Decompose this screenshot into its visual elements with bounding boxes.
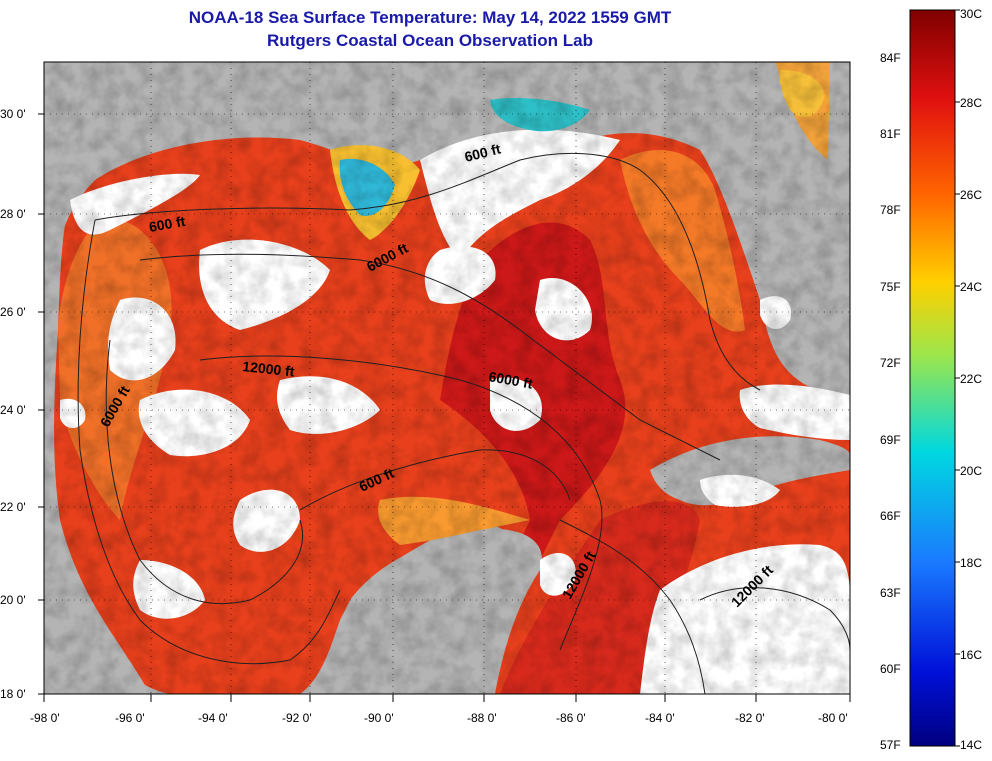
fahrenheit-label: 66F <box>880 509 901 523</box>
lat-label: 22 0' <box>0 500 26 514</box>
lat-label: 28 0' <box>0 207 26 221</box>
fahrenheit-label: 81F <box>880 127 901 141</box>
lat-label: 18 0' <box>0 687 26 701</box>
lat-label: 24 0' <box>0 403 26 417</box>
lon-label: -92 0' <box>282 711 312 725</box>
lon-label: -94 0' <box>198 711 228 725</box>
celsius-label: 20C <box>960 464 982 478</box>
contour-label-12000-center: 12000 ft <box>242 358 296 379</box>
lat-lon-grid <box>44 62 850 694</box>
fahrenheit-label: 57F <box>880 738 901 752</box>
lat-label: 20 0' <box>0 593 26 607</box>
lat-label: 30 0' <box>0 107 26 121</box>
lon-label: -96 0' <box>115 711 145 725</box>
lon-label: -80 0' <box>818 711 848 725</box>
fahrenheit-label: 60F <box>880 662 901 676</box>
map-subtitle: Rutgers Coastal Ocean Observation Lab <box>267 31 593 50</box>
fahrenheit-label: 63F <box>880 586 901 600</box>
axis-ticks <box>38 113 851 702</box>
celsius-label: 28C <box>960 96 982 110</box>
lat-label: 26 0' <box>0 305 26 319</box>
map-frame <box>43 61 851 695</box>
celsius-label: 14C <box>960 738 982 752</box>
celsius-label: 16C <box>960 648 982 662</box>
lon-label: -90 0' <box>364 711 394 725</box>
celsius-label: 24C <box>960 280 982 294</box>
color-scale-ticks <box>955 9 960 747</box>
contour-label-6000-east: 6000 ft <box>487 368 534 392</box>
color-scale-bar <box>909 9 956 747</box>
lon-label: -98 0' <box>30 711 60 725</box>
fahrenheit-label: 75F <box>880 280 901 294</box>
lon-label: -82 0' <box>735 711 765 725</box>
fahrenheit-label: 84F <box>880 51 901 65</box>
contour-label-600-west: 600 ft <box>148 213 187 235</box>
lon-label: -86 0' <box>556 711 586 725</box>
speckle-texture <box>44 62 850 694</box>
lon-label: -84 0' <box>645 711 675 725</box>
celsius-label: 26C <box>960 188 982 202</box>
celsius-label: 30C <box>960 7 982 21</box>
fahrenheit-label: 72F <box>880 356 901 370</box>
fahrenheit-label: 69F <box>880 433 901 447</box>
celsius-label: 22C <box>960 372 982 386</box>
celsius-label: 18C <box>960 556 982 570</box>
lon-label: -88 0' <box>467 711 497 725</box>
map-title: NOAA-18 Sea Surface Temperature: May 14,… <box>188 8 672 27</box>
fahrenheit-label: 78F <box>880 203 901 217</box>
bathymetry-contours <box>77 152 850 694</box>
